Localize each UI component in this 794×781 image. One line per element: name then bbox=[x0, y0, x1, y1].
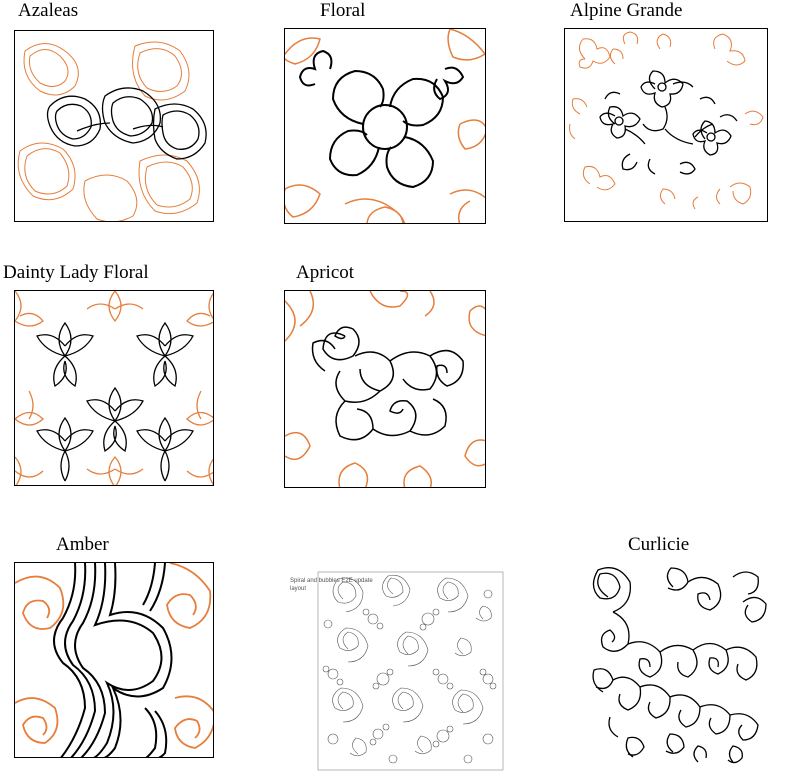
pattern-alpine: Alpine Grande bbox=[564, 0, 768, 222]
swatch-azaleas bbox=[14, 30, 214, 222]
label-curlicie: Curlicie bbox=[628, 534, 770, 556]
swatch-floral bbox=[284, 28, 486, 224]
small-caption: Spiral and bubbles E2E update bbox=[290, 578, 373, 584]
swatch-dainty bbox=[14, 290, 214, 486]
pattern-dainty: Dainty Lady Floral bbox=[3, 262, 214, 486]
swatch-spiral: Spiral and bubbles E2E update layout bbox=[288, 564, 508, 776]
pattern-amber: Amber bbox=[14, 534, 214, 758]
swatch-curlicie bbox=[578, 562, 770, 772]
label-alpine: Alpine Grande bbox=[570, 0, 768, 22]
swatch-alpine bbox=[564, 28, 768, 222]
label-apricot: Apricot bbox=[296, 262, 486, 284]
label-dainty: Dainty Lady Floral bbox=[3, 262, 214, 284]
label-floral: Floral bbox=[320, 0, 486, 22]
swatch-apricot bbox=[284, 290, 486, 488]
label-azaleas: Azaleas bbox=[18, 0, 214, 22]
pattern-apricot: Apricot bbox=[284, 262, 486, 488]
pattern-azaleas: Azaleas bbox=[14, 0, 214, 222]
svg-text:layout: layout bbox=[290, 586, 306, 592]
pattern-spiral: Spiral and bubbles E2E update layout bbox=[288, 564, 508, 776]
label-amber: Amber bbox=[56, 534, 214, 556]
swatch-amber bbox=[14, 562, 214, 758]
pattern-curlicie: Curlicie bbox=[578, 534, 770, 772]
pattern-floral: Floral bbox=[284, 0, 486, 224]
